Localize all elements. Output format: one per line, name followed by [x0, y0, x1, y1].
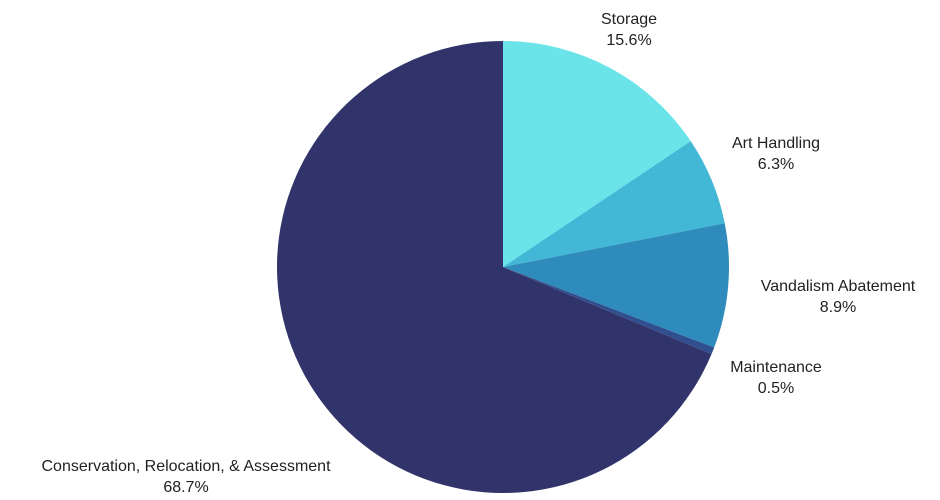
slice-percent-conservation-relocation-assessment: 68.7%	[163, 479, 208, 496]
pie-labels: Storage 15.6% Art Handling 6.3% Vandalism Ab…	[41, 11, 915, 496]
pie-slice-art-handling	[503, 141, 725, 267]
pie-slices	[277, 41, 729, 494]
pie-slice-conservation-relocation-assessment	[277, 41, 712, 494]
pie-slice-vandalism-abatement	[503, 223, 729, 348]
slice-percent-maintenance: 0.5%	[758, 380, 794, 397]
pie-slice-maintenance	[503, 267, 715, 355]
slice-percent-storage: 15.6%	[606, 32, 651, 49]
slice-percent-vandalism-abatement: 8.9%	[820, 299, 856, 316]
slice-label-storage: Storage	[601, 11, 657, 28]
pie-slice-storage	[503, 41, 691, 267]
slice-label-art-handling: Art Handling	[732, 135, 820, 152]
slice-label-maintenance: Maintenance	[730, 359, 822, 376]
slice-label-conservation-relocation-assessment: Conservation, Relocation, & Assessment	[41, 458, 331, 475]
slice-label-vandalism-abatement: Vandalism Abatement	[761, 278, 916, 295]
slice-percent-art-handling: 6.3%	[758, 156, 794, 173]
